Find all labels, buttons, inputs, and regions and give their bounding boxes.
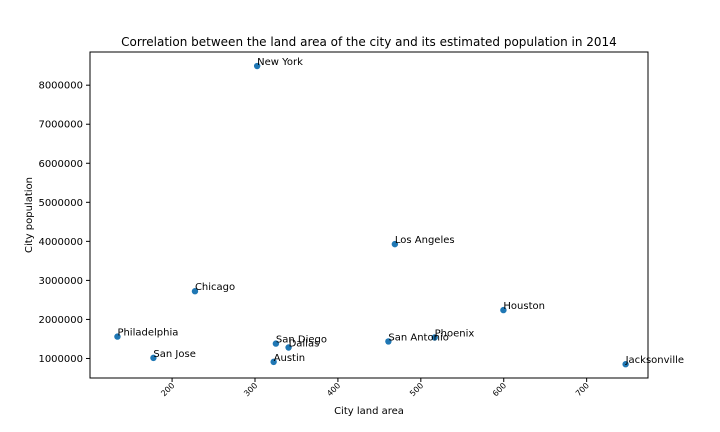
x-tick-label: 700	[574, 381, 591, 398]
data-point	[622, 361, 629, 368]
point-label: New York	[257, 57, 303, 68]
x-tick-label: 600	[491, 381, 508, 398]
x-tick-label: 400	[325, 381, 342, 398]
point-label: San Diego	[276, 335, 327, 346]
point-label: Houston	[503, 301, 545, 312]
point-label: Chicago	[195, 282, 235, 293]
y-tick-label: 5000000	[38, 198, 83, 209]
x-tick-label: 200	[159, 381, 176, 398]
x-tick-label: 500	[408, 381, 425, 398]
x-axis-label: City land area	[334, 406, 404, 417]
data-point	[253, 62, 261, 70]
x-tick-label: 300	[242, 381, 259, 398]
point-label: Philadelphia	[117, 328, 178, 339]
data-point	[114, 333, 121, 340]
data-point	[391, 240, 399, 248]
y-tick-label: 3000000	[38, 276, 83, 287]
y-tick-label: 4000000	[38, 237, 83, 248]
data-point	[191, 288, 199, 295]
data-point	[150, 354, 157, 362]
plot-area-frame	[89, 51, 649, 379]
data-point	[272, 340, 280, 347]
point-label: San Antonio	[388, 332, 448, 343]
y-axis-label: City population	[24, 177, 35, 253]
point-label: Dallas	[289, 339, 320, 350]
data-point	[431, 334, 438, 341]
x-axis: 200 300 400 500 600 700	[159, 378, 591, 398]
data-point	[285, 344, 292, 351]
point-label: Austin	[274, 353, 305, 364]
point-label: Los Angeles	[395, 235, 455, 246]
data-point	[270, 358, 277, 366]
point-label: San Jose	[153, 349, 195, 360]
y-axis: 1000000 2000000 3000000 4000000 5000000 60000…	[38, 81, 90, 365]
data-point	[385, 338, 392, 345]
y-tick-label: 6000000	[38, 159, 83, 170]
chart-title: Correlation between the land area of the…	[121, 35, 617, 49]
data-points: New York Los Angeles Chicago Houston Philade…	[114, 57, 684, 368]
y-tick-label: 2000000	[38, 315, 83, 326]
y-tick-label: 1000000	[38, 354, 83, 365]
point-label: Phoenix	[435, 329, 475, 340]
data-point	[500, 306, 507, 314]
point-label: Jacksonville	[625, 355, 684, 366]
y-tick-label: 7000000	[38, 120, 83, 131]
y-tick-label: 8000000	[38, 81, 83, 92]
